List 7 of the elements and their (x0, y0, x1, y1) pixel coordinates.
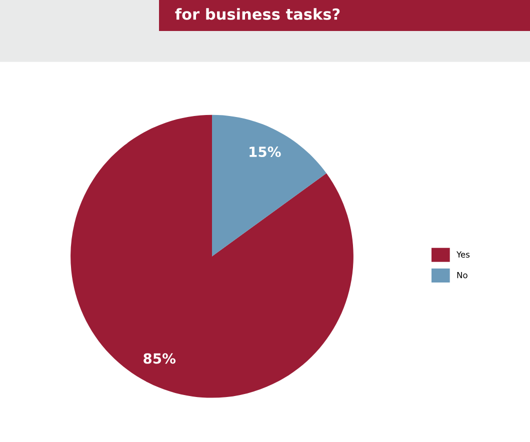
chart-title: for business tasks? (175, 8, 340, 20)
data-label: 85% (144, 353, 176, 364)
data-label: 15% (250, 146, 281, 158)
pie-slice (70, 114, 354, 398)
pie-slice (212, 114, 326, 256)
legend-label: No (457, 272, 468, 278)
legend-label: Yes (456, 251, 470, 258)
